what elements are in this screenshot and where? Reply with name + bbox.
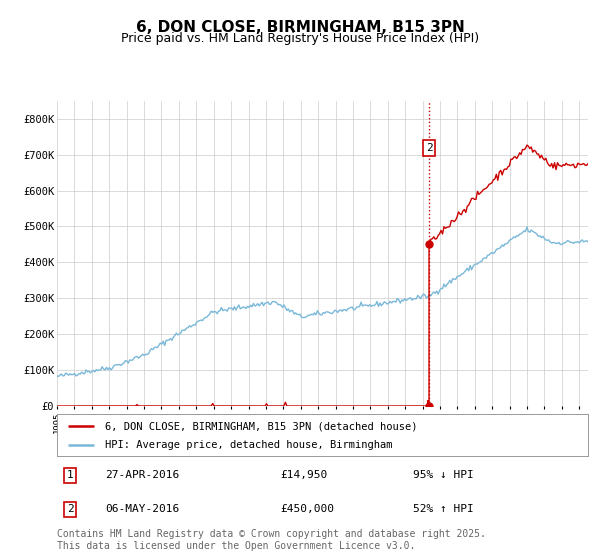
Text: HPI: Average price, detached house, Birmingham: HPI: Average price, detached house, Birm… <box>105 441 392 450</box>
Text: 27-APR-2016: 27-APR-2016 <box>105 470 179 480</box>
Text: £450,000: £450,000 <box>280 505 334 515</box>
Text: 06-MAY-2016: 06-MAY-2016 <box>105 505 179 515</box>
Text: Contains HM Land Registry data © Crown copyright and database right 2025.
This d: Contains HM Land Registry data © Crown c… <box>57 529 486 551</box>
Text: 1: 1 <box>67 470 74 480</box>
Text: 52% ↑ HPI: 52% ↑ HPI <box>413 505 473 515</box>
Text: 6, DON CLOSE, BIRMINGHAM, B15 3PN (detached house): 6, DON CLOSE, BIRMINGHAM, B15 3PN (detac… <box>105 421 417 431</box>
Text: £14,950: £14,950 <box>280 470 327 480</box>
Text: 6, DON CLOSE, BIRMINGHAM, B15 3PN: 6, DON CLOSE, BIRMINGHAM, B15 3PN <box>136 20 464 35</box>
Text: Price paid vs. HM Land Registry's House Price Index (HPI): Price paid vs. HM Land Registry's House … <box>121 32 479 45</box>
Text: 95% ↓ HPI: 95% ↓ HPI <box>413 470 473 480</box>
Text: 2: 2 <box>425 143 433 153</box>
Text: 2: 2 <box>67 505 74 515</box>
